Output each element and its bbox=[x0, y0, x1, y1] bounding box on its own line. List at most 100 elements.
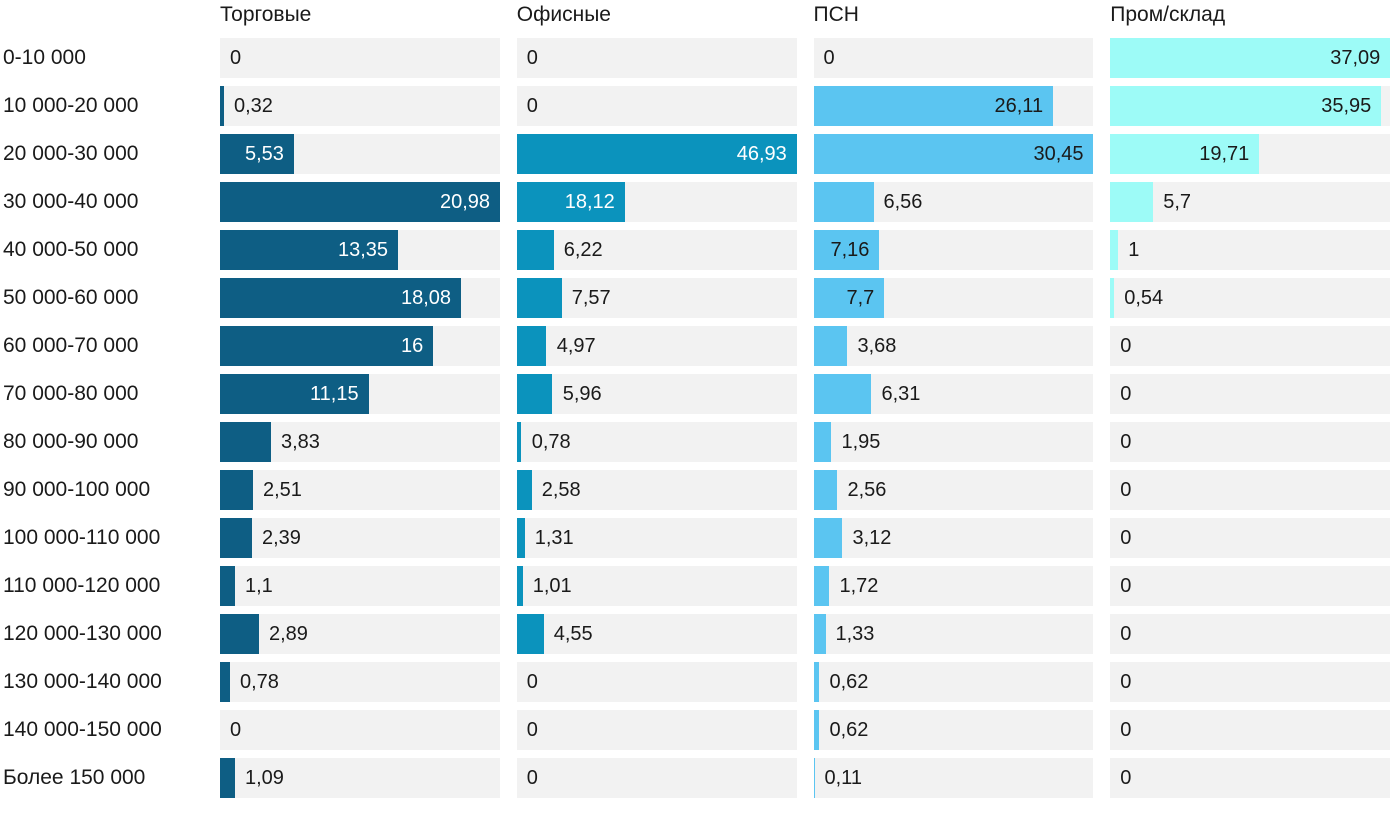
row-label: 80 000-90 000 bbox=[3, 430, 139, 453]
bar-value-label: 0 bbox=[230, 719, 242, 741]
bar-track-prom-sklad: 0 bbox=[1110, 662, 1390, 702]
bar-track-torgovye: 1,1 bbox=[220, 566, 500, 606]
chart-row: 20 000-30 000 5,53 46,93 30,45 19,71 bbox=[0, 134, 1400, 174]
bar-value-label: 11,15 bbox=[310, 383, 359, 405]
chart-row: 70 000-80 000 11,15 5,96 6,31 0 bbox=[0, 374, 1400, 414]
bar-fill-torgovye bbox=[220, 758, 235, 798]
chart-rows: 0-10 000 0 0 0 37,09 10 000-20 000 0,32 0 26,11 3… bbox=[0, 38, 1400, 798]
bar-value-label: 2,89 bbox=[269, 623, 308, 645]
bar-track-ofisnye: 46,93 bbox=[516, 134, 797, 174]
column-header-torgovye: Торговые bbox=[220, 3, 312, 26]
bar-value-label: 1,95 bbox=[841, 431, 881, 453]
bar-value-label: 1,01 bbox=[532, 575, 572, 597]
bar-value-label: 46,93 bbox=[736, 143, 787, 165]
bar-track-ofisnye: 2,58 bbox=[516, 470, 797, 510]
bar-fill-prom-sklad bbox=[1110, 86, 1382, 126]
bar-track-torgovye: 3,83 bbox=[220, 422, 500, 462]
bar-fill-ofisnye bbox=[516, 134, 797, 174]
bar-track-psn: 1,33 bbox=[813, 614, 1094, 654]
bar-track-ofisnye: 0 bbox=[516, 758, 797, 798]
row-label: 10 000-20 000 bbox=[3, 94, 139, 117]
chart-row: 10 000-20 000 0,32 0 26,11 35,95 bbox=[0, 86, 1400, 126]
bar-value-label: 0 bbox=[526, 767, 538, 789]
bar-track-torgovye: 16 bbox=[220, 326, 500, 366]
bar-track-psn: 3,12 bbox=[813, 518, 1094, 558]
chart-row: 50 000-60 000 18,08 7,57 7,7 0,54 bbox=[0, 278, 1400, 318]
bar-value-label: 26,11 bbox=[994, 95, 1044, 117]
bar-fill-prom-sklad bbox=[1110, 38, 1390, 78]
bar-track-psn: 0,62 bbox=[813, 710, 1094, 750]
bar-track-torgovye: 1,09 bbox=[220, 758, 500, 798]
bar-value-label: 0 bbox=[230, 47, 242, 69]
bar-value-label: 1,72 bbox=[839, 575, 879, 597]
bar-track-psn: 7,7 bbox=[813, 278, 1094, 318]
bar-track-ofisnye: 1,01 bbox=[516, 566, 797, 606]
row-label: 70 000-80 000 bbox=[3, 382, 139, 405]
bar-track-prom-sklad: 0 bbox=[1110, 374, 1390, 414]
bar-track-torgovye: 0 bbox=[220, 710, 500, 750]
bar-track-torgovye: 11,15 bbox=[220, 374, 500, 414]
bar-track-torgovye: 2,89 bbox=[220, 614, 500, 654]
bar-value-label: 19,71 bbox=[1199, 143, 1250, 165]
chart-row: 90 000-100 000 2,51 2,58 2,56 0 bbox=[0, 470, 1400, 510]
bar-track-prom-sklad: 0 bbox=[1110, 614, 1390, 654]
bar-value-label: 1,33 bbox=[835, 623, 875, 645]
bar-track-ofisnye: 0 bbox=[516, 662, 797, 702]
bar-value-label: 6,31 bbox=[881, 383, 921, 405]
bar-fill-torgovye bbox=[220, 422, 272, 462]
bar-track-torgovye: 13,35 bbox=[220, 230, 500, 270]
bar-track-prom-sklad: 0 bbox=[1110, 566, 1390, 606]
bar-value-label: 6,22 bbox=[563, 239, 603, 261]
row-label: 110 000-120 000 bbox=[3, 574, 161, 597]
bar-value-label: 0 bbox=[823, 47, 835, 69]
bar-value-label: 5,53 bbox=[245, 143, 284, 165]
chart-row: 100 000-110 000 2,39 1,31 3,12 0 bbox=[0, 518, 1400, 558]
bar-fill-torgovye bbox=[220, 470, 254, 510]
bar-value-label: 0 bbox=[526, 95, 538, 117]
bar-track-psn: 1,72 bbox=[813, 566, 1094, 606]
bar-fill-torgovye bbox=[220, 374, 369, 414]
bar-track-torgovye: 5,53 bbox=[220, 134, 500, 174]
row-label: 40 000-50 000 bbox=[3, 238, 139, 261]
bar-fill-prom-sklad bbox=[1110, 182, 1154, 222]
bar-track-psn: 6,56 bbox=[813, 182, 1094, 222]
column-header-psn: ПСН bbox=[813, 3, 859, 26]
bar-value-label: 20,98 bbox=[440, 191, 491, 213]
bar-track-prom-sklad: 0 bbox=[1110, 326, 1390, 366]
bar-value-label: 0 bbox=[1120, 671, 1132, 693]
bar-value-label: 7,7 bbox=[846, 287, 875, 309]
bar-value-label: 18,12 bbox=[564, 191, 615, 213]
bar-value-label: 0 bbox=[1120, 383, 1132, 405]
bar-track-prom-sklad: 0 bbox=[1110, 710, 1390, 750]
row-label: 120 000-130 000 bbox=[3, 622, 162, 645]
bar-track-ofisnye: 5,96 bbox=[516, 374, 797, 414]
bar-value-label: 2,51 bbox=[263, 479, 302, 501]
bar-track-torgovye: 2,51 bbox=[220, 470, 500, 510]
bar-value-label: 3,83 bbox=[281, 431, 320, 453]
chart-row: Более 150 000 1,09 0 0,11 0 bbox=[0, 758, 1400, 798]
bar-fill-psn bbox=[813, 758, 815, 798]
bar-value-label: 0 bbox=[1120, 335, 1132, 357]
bar-fill-psn bbox=[813, 518, 843, 558]
bar-track-psn: 26,11 bbox=[813, 86, 1094, 126]
bar-track-ofisnye: 0 bbox=[516, 86, 797, 126]
bar-track-psn: 1,95 bbox=[813, 422, 1094, 462]
bar-value-label: 6,56 bbox=[883, 191, 923, 213]
row-label: 100 000-110 000 bbox=[3, 526, 161, 549]
bar-fill-psn bbox=[813, 710, 820, 750]
bar-value-label: 0 bbox=[1120, 575, 1132, 597]
bar-track-ofisnye: 1,31 bbox=[516, 518, 797, 558]
chart-row: 40 000-50 000 13,35 6,22 7,16 1 bbox=[0, 230, 1400, 270]
bar-value-label: 0,11 bbox=[824, 767, 862, 789]
bar-value-label: 0 bbox=[1120, 719, 1132, 741]
row-label: 50 000-60 000 bbox=[3, 286, 139, 309]
bar-value-label: 0 bbox=[1120, 767, 1132, 789]
bar-value-label: 1,31 bbox=[534, 527, 574, 549]
bar-value-label: 5,96 bbox=[562, 383, 602, 405]
row-label: 90 000-100 000 bbox=[3, 478, 151, 501]
row-label: 30 000-40 000 bbox=[3, 190, 139, 213]
bar-fill-psn bbox=[813, 86, 1054, 126]
bar-track-ofisnye: 4,55 bbox=[516, 614, 797, 654]
bar-fill-psn bbox=[813, 566, 830, 606]
